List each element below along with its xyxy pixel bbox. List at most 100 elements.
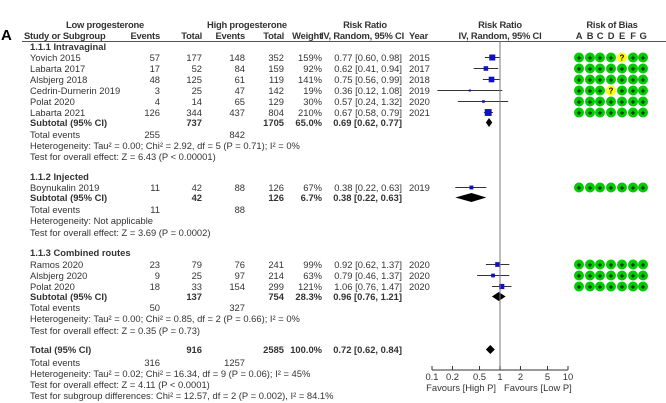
risk-of-bias-low-icon	[617, 270, 627, 281]
risk-of-bias-low-icon	[638, 182, 648, 193]
risk-of-bias-low-icon	[574, 63, 584, 74]
low-total: 125	[186, 74, 202, 85]
plot-method-header: IV, Random, 95% CI	[458, 30, 542, 41]
overall-effect: Test for overall effect: Z = 6.43 (P < 0…	[30, 151, 216, 162]
high-total: 754	[268, 291, 284, 302]
high-total: 352	[268, 52, 284, 63]
high-total: 299	[268, 281, 284, 292]
risk-of-bias-low-icon	[638, 270, 648, 281]
effect-square	[489, 54, 496, 61]
total-events-high: 88	[234, 204, 245, 215]
risk-of-bias-low-icon	[628, 259, 638, 270]
risk-of-bias-low-icon	[628, 74, 638, 85]
bias-symbol: +	[598, 86, 603, 95]
risk-of-bias-low-icon	[606, 96, 616, 107]
risk-of-bias-unclear-icon	[617, 52, 627, 63]
bias-symbol: +	[620, 64, 625, 73]
low-events: 126	[144, 107, 160, 118]
bias-symbol: +	[641, 75, 646, 84]
study-name: Yovich 2015	[30, 52, 81, 63]
total-events-low: 50	[149, 302, 160, 313]
risk-of-bias-low-icon	[638, 96, 648, 107]
weight: 67%	[303, 182, 322, 193]
risk-of-bias-low-icon	[574, 182, 584, 193]
risk-of-bias-low-icon	[617, 85, 627, 96]
bias-symbol: +	[631, 75, 636, 84]
bias-symbol: +	[641, 53, 646, 62]
bias-symbol: +	[598, 260, 603, 269]
risk-ratio-ci: 0.38 [0.22, 0.63]	[333, 192, 402, 203]
effect-square	[491, 273, 495, 278]
bias-symbol: +	[641, 183, 646, 192]
bias-symbol: +	[598, 75, 603, 84]
total-events-high: 1257	[224, 357, 245, 368]
bias-symbol: +	[631, 271, 636, 280]
risk-of-bias-low-icon	[606, 270, 616, 281]
high-events: 148	[229, 52, 245, 63]
low-events: 57	[149, 52, 160, 63]
bias-symbol: +	[620, 75, 625, 84]
risk-of-bias-low-icon	[617, 107, 627, 118]
low-total: 344	[186, 107, 202, 118]
bias-symbol: +	[641, 64, 646, 73]
risk-of-bias-low-icon	[617, 74, 627, 85]
risk-of-bias-low-icon	[638, 74, 648, 85]
risk-of-bias-low-icon	[595, 52, 605, 63]
risk-of-bias-low-icon	[574, 270, 584, 281]
bias-symbol: +	[577, 97, 582, 106]
risk-of-bias-low-icon	[606, 259, 616, 270]
low-events: 9	[154, 270, 160, 281]
high-events: 61	[234, 74, 245, 85]
study-year: 2020	[409, 270, 430, 281]
heterogeneity: Heterogeneity: Tau² = 0.00; Chi² = 0.85,…	[30, 313, 300, 324]
overall-effect: Test for overall effect: Z = 0.35 (P = 0…	[30, 325, 201, 336]
study-name: Labarta 2017	[30, 63, 86, 74]
risk-ratio-ci: 0.96 [0.76, 1.21]	[333, 291, 402, 302]
weight: 19%	[303, 85, 322, 96]
risk-of-bias-low-icon	[595, 63, 605, 74]
risk-of-bias-low-icon	[606, 63, 616, 74]
weight: 141%	[298, 74, 322, 85]
risk-of-bias-low-icon	[638, 107, 648, 118]
subtotal-diamond	[455, 193, 487, 202]
risk-of-bias-low-icon	[574, 96, 584, 107]
study-name: Polat 2020	[30, 96, 75, 107]
bias-symbol: +	[588, 86, 593, 95]
bias-domain-A: A	[575, 30, 583, 41]
risk-ratio-ci: 0.92 [0.62, 1.37]	[334, 259, 402, 270]
bias-symbol: +	[609, 271, 614, 280]
bias-symbol: +	[631, 260, 636, 269]
risk-of-bias-low-icon	[606, 52, 616, 63]
weight: 63%	[303, 270, 322, 281]
risk-of-bias-low-icon	[628, 182, 638, 193]
risk-ratio-ci: 0.57 [0.24, 1.32]	[334, 96, 402, 107]
total-events-label: Total events	[30, 204, 81, 215]
bias-symbol: +	[577, 282, 582, 291]
low-total: 177	[186, 52, 202, 63]
risk-ratio-ci: 0.72 [0.62, 0.84]	[333, 344, 402, 355]
bias-symbol: +	[609, 282, 614, 291]
effect-square	[484, 109, 492, 116]
high-total-header: Total	[263, 30, 284, 41]
weight: 92%	[303, 63, 322, 74]
high-events: 97	[234, 270, 245, 281]
risk-of-bias-low-icon	[617, 182, 627, 193]
bias-symbol: +	[631, 183, 636, 192]
x-tick-label: 1	[497, 371, 503, 382]
x-tick-label: 5	[544, 371, 551, 382]
total-events-high: 842	[229, 129, 245, 140]
bias-domain-C: C	[596, 30, 604, 41]
study-year: 2019	[409, 182, 430, 193]
bias-symbol: +	[598, 64, 603, 73]
study-year: 2020	[409, 259, 430, 270]
risk-of-bias-low-icon	[628, 270, 638, 281]
risk-of-bias-low-icon	[606, 107, 616, 118]
low-total: 14	[191, 96, 202, 107]
risk-of-bias-low-icon	[595, 259, 605, 270]
high-total: 119	[269, 74, 284, 85]
bias-symbol: +	[609, 260, 614, 269]
year-header: Year	[409, 30, 429, 41]
risk-of-bias-low-icon	[595, 182, 605, 193]
